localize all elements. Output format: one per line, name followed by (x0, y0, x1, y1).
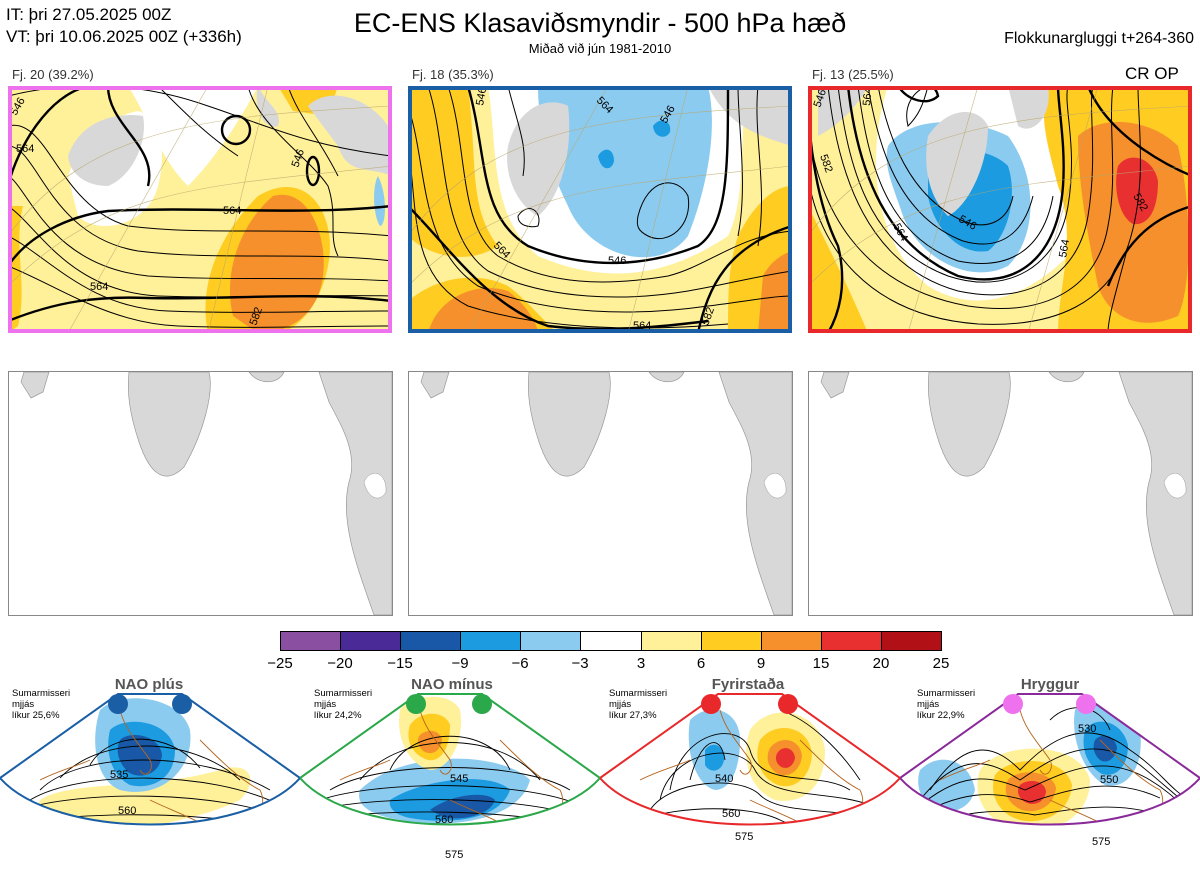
colorbar-swatch (460, 632, 521, 650)
colorbar-tick-label: −20 (327, 655, 353, 672)
cluster-1-contour-label-5: 564 (90, 281, 108, 293)
regime-1-note-line: mjjás (12, 699, 35, 710)
cluster-2-map-graphic: 546 564 546 546 564 582 564 (408, 86, 792, 333)
page-subtitle: Miðað við jún 1981-2010 (528, 41, 672, 56)
regime-4-note: Sumarmisseri mjjás líkur 22,9% (917, 688, 975, 721)
cluster-2-contour-label-6: 582 (700, 306, 718, 327)
cluster-2-contour-label-4: 546 (608, 255, 626, 267)
regime-2-note-line: líkur 24,2% (314, 710, 362, 721)
cluster-1-map-graphic: 546 564 546 564 564 582 (8, 86, 392, 333)
cluster-1-contour-label-6: 582 (248, 306, 266, 327)
cluster-3-contour-label-5: 582 (817, 153, 835, 174)
colorbar-tick-label: 15 (812, 655, 830, 672)
empty-map-3 (808, 371, 1193, 616)
regime-2-note-line: Sumarmisseri (314, 688, 373, 699)
regime-4-map: 530 550 575 (900, 693, 1200, 848)
cluster-2-frame (408, 86, 792, 333)
regime-3-note-line: mjjás (609, 699, 632, 710)
regime-2-title: NAO mínus (411, 676, 493, 693)
colorbar-swatch (520, 632, 581, 650)
regime-1-note-line: líkur 25,6% (12, 710, 60, 721)
regime-4-title: Hryggur (1020, 676, 1080, 693)
cluster-3-map-graphic: 546 564 546 564 582 582 564 (808, 86, 1192, 333)
init-time: IT: þri 27.05.2025 00Z (6, 5, 172, 24)
regime-3-contour-label: 575 (735, 831, 753, 843)
cluster-2-label: Fj. 18 (35.3%) (412, 67, 494, 82)
colorbar-swatch (880, 632, 942, 650)
colorbar-tick-label: 6 (696, 655, 706, 672)
regime-4-contour-label: 550 (1100, 774, 1118, 786)
cluster-2-contour-label-1: 546 (474, 86, 489, 106)
colorbar-tick-label: 3 (636, 655, 646, 672)
colorbar-tick-label: −9 (451, 655, 469, 672)
regime-2-contour-label: 545 (450, 773, 468, 785)
cluster-1-contour-label-3: 546 (290, 148, 308, 169)
cluster-1-map: 546 564 546 564 564 582 (8, 86, 392, 333)
header-times: IT: þri 27.05.2025 00Z VT: þri 10.06.202… (6, 4, 242, 48)
empty-map-1 (8, 371, 393, 616)
cluster-3-contour-label-1: 546 (812, 88, 830, 109)
empty-map-2-graphic (420, 372, 792, 615)
regime-3-note: Sumarmisseri mjjás líkur 27,3% (609, 688, 667, 721)
colorbar-tick-label: 9 (756, 655, 766, 672)
cluster-2-map: 546 564 546 546 564 582 564 (408, 86, 792, 333)
valid-time: VT: þri 10.06.2025 00Z (+336h) (6, 27, 242, 46)
regime-2-note: Sumarmisseri mjjás líkur 24,2% (314, 688, 372, 721)
classification-window: Flokkunargluggi t+264-360 (1004, 30, 1194, 47)
cluster-3-regime-code: CR OP (1125, 64, 1179, 83)
regime-4-note-line: mjjás (917, 699, 940, 710)
colorbar-tick-label: −25 (267, 655, 293, 672)
regime-3-map: 540 560 575 (600, 693, 900, 843)
regime-4-note-line: Sumarmisseri (917, 688, 976, 699)
regime-3-note-line: líkur 27,3% (609, 710, 657, 721)
regime-1-title: NAO plús (114, 676, 184, 693)
empty-map-2 (408, 371, 793, 616)
colorbar-tick-label: 20 (872, 655, 890, 672)
colorbar-tick-label: −15 (387, 655, 413, 672)
regime-2-map: 545 560 575 (300, 693, 600, 861)
regime-3-contour-label: 540 (715, 773, 733, 785)
cluster-3-frame (808, 86, 1192, 333)
regime-1-contour-label: 560 (118, 805, 136, 817)
cluster-3-contour-label-7: 564 (1057, 238, 1072, 258)
regime-4-contour-label: 575 (1092, 836, 1110, 848)
regime-1-map: 535 560 (0, 693, 300, 826)
regime-4-note-line: líkur 22,9% (917, 710, 965, 721)
empty-map-1-graphic (20, 372, 392, 615)
colorbar-swatch (281, 632, 341, 650)
cluster-1-contour-label-4: 564 (223, 205, 241, 217)
regime-4-contour-label: 530 (1078, 723, 1096, 735)
cluster-1-label: Fj. 20 (39.2%) (12, 67, 94, 82)
colorbar-swatch (400, 632, 461, 650)
page-title: EC-ENS Klasaviðsmyndir - 500 hPa hæð (353, 8, 847, 38)
colorbar-swatch (340, 632, 401, 650)
colorbar (280, 631, 942, 651)
empty-map-3-graphic (820, 372, 1192, 615)
regime-1-note-line: Sumarmisseri (12, 688, 71, 699)
colorbar-tick-label: 25 (932, 655, 950, 672)
regime-1-contour-label: 535 (110, 769, 128, 781)
colorbar-tick-label: −3 (571, 655, 589, 672)
regime-3-title: Fyrirstaða (711, 676, 785, 693)
colorbar-swatch (700, 632, 761, 650)
cluster-3-map: 546 564 546 564 582 582 564 (808, 86, 1192, 333)
colorbar-swatch (760, 632, 821, 650)
cluster-3-label: Fj. 13 (25.5%) (812, 67, 894, 82)
colorbar-tick-label: −6 (511, 655, 529, 672)
cluster-3-contour-label-2: 564 (861, 87, 875, 106)
cluster-1-frame (8, 86, 392, 333)
colorbar-swatch (640, 632, 701, 650)
regime-1-note: Sumarmisseri mjjás líkur 25,6% (12, 688, 70, 721)
cluster-1-contour-label-2: 564 (16, 143, 34, 155)
regime-2-contour-label: 575 (445, 849, 463, 861)
regime-3-contour-label: 560 (722, 808, 740, 820)
regime-3-note-line: Sumarmisseri (609, 688, 668, 699)
regime-2-contour-label: 560 (435, 814, 453, 826)
colorbar-swatch (820, 632, 881, 650)
colorbar-swatch (580, 632, 641, 650)
regime-2-note-line: mjjás (314, 699, 337, 710)
